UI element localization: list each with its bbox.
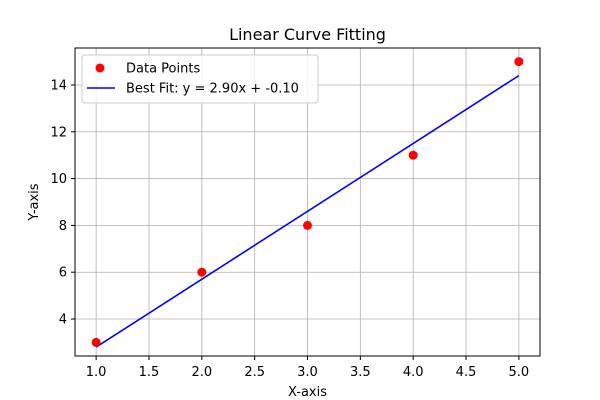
legend-label-data-points: Data Points	[126, 62, 200, 77]
y-axis-title: Y-axis	[27, 183, 42, 221]
x-tick-label: 5.0	[509, 365, 530, 380]
data-point-2	[197, 267, 207, 277]
x-axis-ticks: 1.0 1.5 2.0 2.5 3.0 3.5 4.0 4.5 5.0	[86, 356, 529, 380]
y-tick-label: 4	[59, 313, 67, 328]
y-tick-label: 14	[50, 78, 67, 93]
data-point-1	[91, 337, 101, 347]
y-axis-ticks: 4 6 8 10 12 14	[50, 78, 75, 328]
x-tick-label: 4.0	[403, 365, 424, 380]
x-tick-label: 2.5	[244, 365, 265, 380]
x-axis-title: X-axis	[288, 385, 327, 400]
data-point-3	[303, 220, 312, 230]
x-tick-label: 2.0	[191, 365, 212, 380]
legend-label-best-fit: Best Fit: y = 2.90x + -0.10	[126, 82, 299, 97]
chart-title: Linear Curve Fitting	[229, 25, 386, 44]
series-scatter-data-points	[91, 57, 524, 347]
x-tick-label: 3.5	[350, 365, 371, 380]
x-tick-label: 1.5	[139, 365, 160, 380]
data-point-5	[514, 57, 524, 67]
y-tick-label: 8	[59, 219, 67, 234]
y-tick-label: 10	[50, 172, 67, 187]
legend-marker-data-points	[95, 63, 105, 73]
series-line-best-fit	[95, 74, 520, 348]
y-tick-label: 6	[59, 266, 67, 281]
x-tick-label: 4.5	[456, 365, 477, 380]
data-point-4	[408, 150, 418, 160]
legend-box	[81, 54, 319, 104]
x-tick-label: 1.0	[86, 365, 107, 380]
x-tick-label: 3.0	[297, 365, 318, 380]
y-tick-label: 12	[50, 125, 67, 140]
legend: Data Points Best Fit: y = 2.90x + -0.10	[81, 54, 319, 104]
